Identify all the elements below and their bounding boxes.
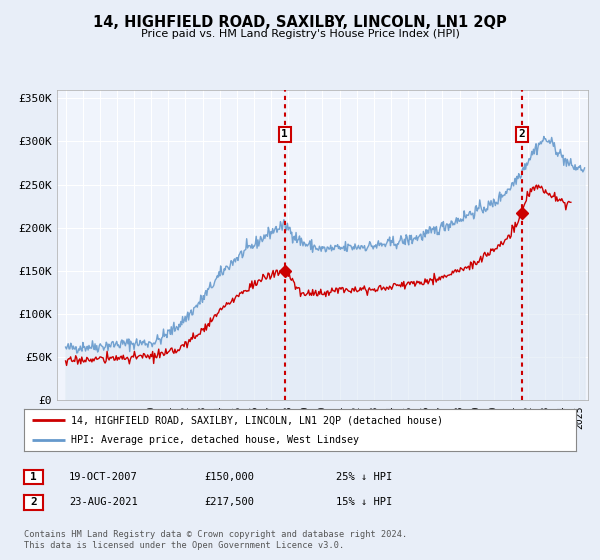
Text: Contains HM Land Registry data © Crown copyright and database right 2024.
This d: Contains HM Land Registry data © Crown c… [24,530,407,550]
Text: £150,000: £150,000 [204,472,254,482]
Text: 19-OCT-2007: 19-OCT-2007 [69,472,138,482]
Text: 1: 1 [30,472,37,482]
Text: 2: 2 [30,497,37,507]
Text: 1: 1 [281,129,288,139]
Text: HPI: Average price, detached house, West Lindsey: HPI: Average price, detached house, West… [71,435,359,445]
Text: 25% ↓ HPI: 25% ↓ HPI [336,472,392,482]
Text: 15% ↓ HPI: 15% ↓ HPI [336,497,392,507]
Text: Price paid vs. HM Land Registry's House Price Index (HPI): Price paid vs. HM Land Registry's House … [140,29,460,39]
Text: 14, HIGHFIELD ROAD, SAXILBY, LINCOLN, LN1 2QP (detached house): 14, HIGHFIELD ROAD, SAXILBY, LINCOLN, LN… [71,415,443,425]
Text: 23-AUG-2021: 23-AUG-2021 [69,497,138,507]
Text: £217,500: £217,500 [204,497,254,507]
Text: 2: 2 [518,129,526,139]
Text: 14, HIGHFIELD ROAD, SAXILBY, LINCOLN, LN1 2QP: 14, HIGHFIELD ROAD, SAXILBY, LINCOLN, LN… [93,15,507,30]
